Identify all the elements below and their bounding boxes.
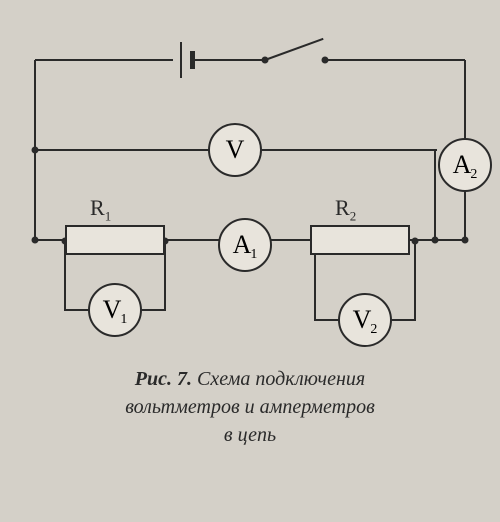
voltmeter-v1: V1 <box>88 283 142 337</box>
wire <box>314 319 341 321</box>
wire <box>163 239 220 241</box>
wire <box>464 60 466 140</box>
label-main: R <box>335 195 350 220</box>
wire <box>464 190 466 242</box>
resistor-r2 <box>310 225 410 255</box>
switch-open <box>265 38 324 61</box>
wire <box>434 150 436 240</box>
figure-number: Рис. 7. <box>135 368 192 390</box>
circuit-diagram: R1 R2 V A2 A1 V1 V2 <box>15 20 485 350</box>
meter-label: V <box>226 137 245 163</box>
wire <box>414 240 416 320</box>
wire <box>390 319 416 321</box>
caption-line3: в цепь <box>0 421 500 449</box>
label-sub: 2 <box>350 208 357 223</box>
caption-line1: Схема подключения <box>192 368 365 390</box>
resistor-r1-label: R1 <box>90 195 111 224</box>
meter-sub: 1 <box>250 248 257 262</box>
junction <box>412 238 419 245</box>
wire <box>270 239 312 241</box>
ammeter-a1: A1 <box>218 218 272 272</box>
voltmeter-v2: V2 <box>338 293 392 347</box>
meter-sub: 2 <box>370 323 377 337</box>
wire <box>195 59 265 61</box>
caption-line2: вольтметров и амперметров <box>0 393 500 421</box>
figure-caption: Рис. 7. Схема подключения вольтметров и … <box>0 365 500 449</box>
wire <box>35 149 210 151</box>
resistor-r2-label: R2 <box>335 195 356 224</box>
wire <box>260 149 437 151</box>
meter-label: A <box>233 232 252 258</box>
switch-terminal <box>262 57 269 64</box>
meter-label: V <box>353 307 372 333</box>
meter-label: V <box>103 297 122 323</box>
meter-label: A <box>453 152 472 178</box>
voltmeter-v: V <box>208 123 262 177</box>
meter-sub: 2 <box>470 168 477 182</box>
resistor-r1 <box>65 225 165 255</box>
ammeter-a2: A2 <box>438 138 492 192</box>
label-sub: 1 <box>105 208 112 223</box>
label-main: R <box>90 195 105 220</box>
wire <box>64 309 91 311</box>
wire <box>325 59 465 61</box>
wire <box>35 59 173 61</box>
junction <box>32 147 39 154</box>
wire <box>140 309 166 311</box>
meter-sub: 1 <box>120 313 127 327</box>
